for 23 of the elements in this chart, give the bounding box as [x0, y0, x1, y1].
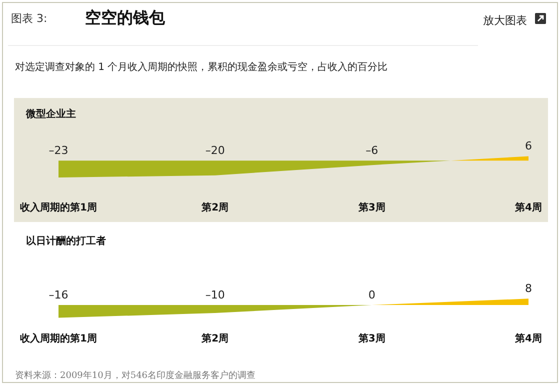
- x-tick-label: 收入周期的第1周: [20, 202, 97, 214]
- text: 放大图表: [483, 13, 527, 28]
- x-tick-label: 第4周: [514, 202, 542, 214]
- chart-title: 微型企业主: [26, 107, 76, 121]
- data-label: 8: [525, 282, 532, 295]
- x-tick-label: 第3周: [357, 332, 386, 345]
- data-label: 6: [525, 140, 532, 153]
- data-label: –6: [366, 144, 378, 158]
- x-tick-label: 第2周: [200, 202, 229, 214]
- x-tick-label: 第2周: [200, 332, 229, 345]
- data-label: –10: [205, 288, 225, 302]
- x-tick-label: 第3周: [357, 202, 386, 214]
- text: 对选定调查对象的 1 个月收入周期的快照，累积的现金盈余或亏空，占收入的百分比: [15, 60, 388, 74]
- data-label: 0: [368, 288, 376, 302]
- data-label: –23: [48, 144, 68, 158]
- text: 资料来源：2009年10月，对546名印度金融服务客户的调查: [15, 370, 256, 382]
- x-tick-label: 第4周: [514, 332, 542, 345]
- x-tick-label: 收入周期的第1周: [20, 332, 97, 345]
- chart-title: 以日计酬的打工者: [26, 234, 106, 248]
- data-label: –20: [205, 144, 225, 158]
- text: 空空的钱包: [85, 8, 165, 29]
- data-label: –16: [48, 288, 68, 302]
- text: 图表 3:: [11, 11, 48, 26]
